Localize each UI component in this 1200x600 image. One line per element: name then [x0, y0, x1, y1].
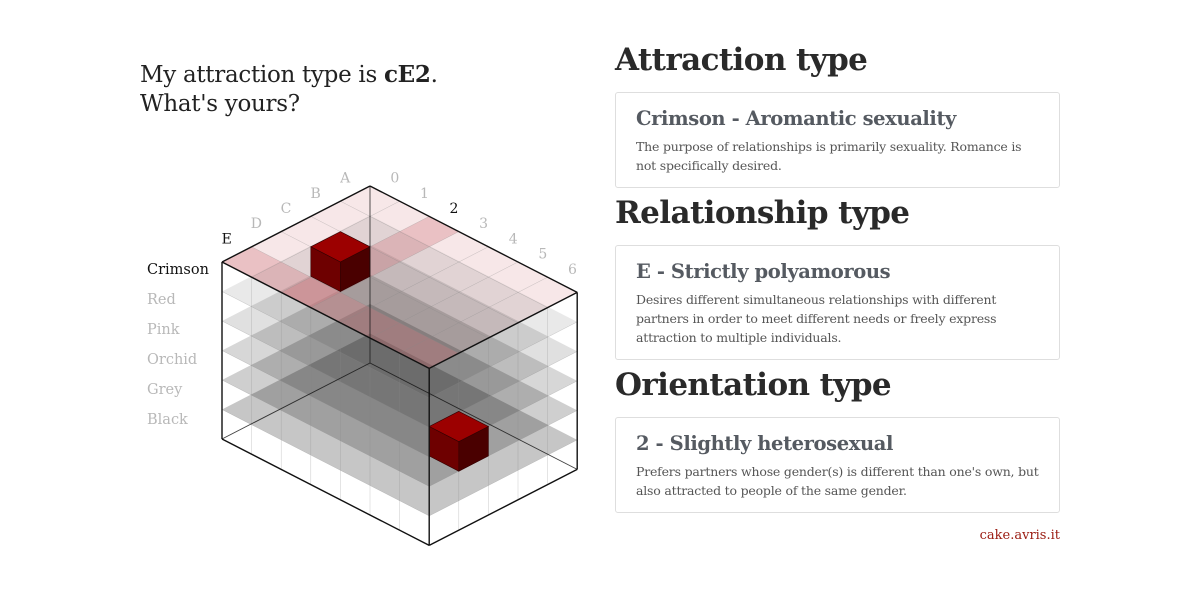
orientation-label-5[interactable]: 5 [538, 247, 547, 263]
relationship-label-c[interactable]: C [281, 201, 292, 217]
relationship-type-card: E - Strictly polyamorous Desires differe… [615, 245, 1060, 360]
headline-prefix: My attraction type is [140, 62, 384, 88]
orientation-type-heading: Orientation type [615, 367, 892, 403]
attraction-type-title: Crimson - Aromantic sexuality [636, 107, 956, 130]
type-code: cE2 [383, 61, 431, 88]
selected-cell-projection [428, 410, 490, 472]
site-link[interactable]: cake.avris.it [979, 528, 1060, 543]
cube-axis-labels: A B C D E 0 1 2 3 4 5 6 [222, 171, 577, 278]
attraction-type-heading: Attraction type [615, 42, 868, 78]
orientation-label-2[interactable]: 2 [450, 201, 459, 217]
layer-black [222, 333, 578, 516]
colour-label-grey[interactable]: Grey [147, 382, 183, 398]
headline: My attraction type is cE2. What's yours? [140, 60, 438, 119]
type-descriptions: Attraction type Crimson - Aromantic sexu… [615, 40, 1060, 518]
layer-pink [222, 245, 578, 428]
selected-cell [310, 231, 371, 292]
relationship-type-description: Desires different simultaneous relations… [636, 292, 997, 345]
colour-label-red[interactable]: Red [147, 292, 176, 308]
cube-volume [222, 186, 578, 516]
orientation-type-card: 2 - Slightly heterosexual Prefers partne… [615, 417, 1060, 513]
attraction-cube-diagram: A B C D E 0 1 2 3 4 5 6 [221, 171, 578, 547]
orientation-label-0[interactable]: 0 [390, 171, 399, 187]
cube-edges [221, 185, 578, 547]
layer-orchid [222, 274, 578, 457]
relationship-label-a[interactable]: A [339, 171, 351, 187]
colour-label-pink[interactable]: Pink [147, 322, 180, 338]
orientation-label-3[interactable]: 3 [479, 216, 488, 232]
attraction-type-card: Crimson - Aromantic sexuality The purpos… [615, 92, 1060, 188]
cube-hidden-edges [221, 186, 578, 470]
orientation-type-title: 2 - Slightly heterosexual [636, 432, 893, 455]
relationship-label-e[interactable]: E [222, 231, 232, 247]
relationship-type-heading: Relationship type [615, 195, 910, 231]
relationship-label-b[interactable]: B [310, 186, 320, 202]
colour-axis-labels: Crimson Red Pink Orchid Grey Black [147, 261, 209, 441]
colour-label-orchid[interactable]: Orchid [147, 352, 198, 368]
colour-label-crimson[interactable]: Crimson [147, 262, 209, 278]
colour-label-black[interactable]: Black [147, 412, 188, 428]
cube-svg: A B C D E 0 1 2 3 4 5 6 [221, 171, 578, 547]
orientation-label-6[interactable]: 6 [568, 262, 577, 278]
orientation-label-1[interactable]: 1 [420, 186, 429, 202]
orientation-type-description: Prefers partners whose gender(s) is diff… [636, 464, 1039, 498]
headline-question: What's yours? [140, 91, 300, 117]
headline-suffix: . [430, 62, 438, 88]
orientation-label-4[interactable]: 4 [509, 231, 518, 247]
relationship-label-d[interactable]: D [251, 216, 262, 232]
layer-crimson [222, 186, 578, 369]
selected-relationship-row [222, 246, 459, 369]
attraction-type-description: The purpose of relationships is primaril… [636, 139, 1022, 173]
relationship-type-title: E - Strictly polyamorous [636, 260, 891, 283]
